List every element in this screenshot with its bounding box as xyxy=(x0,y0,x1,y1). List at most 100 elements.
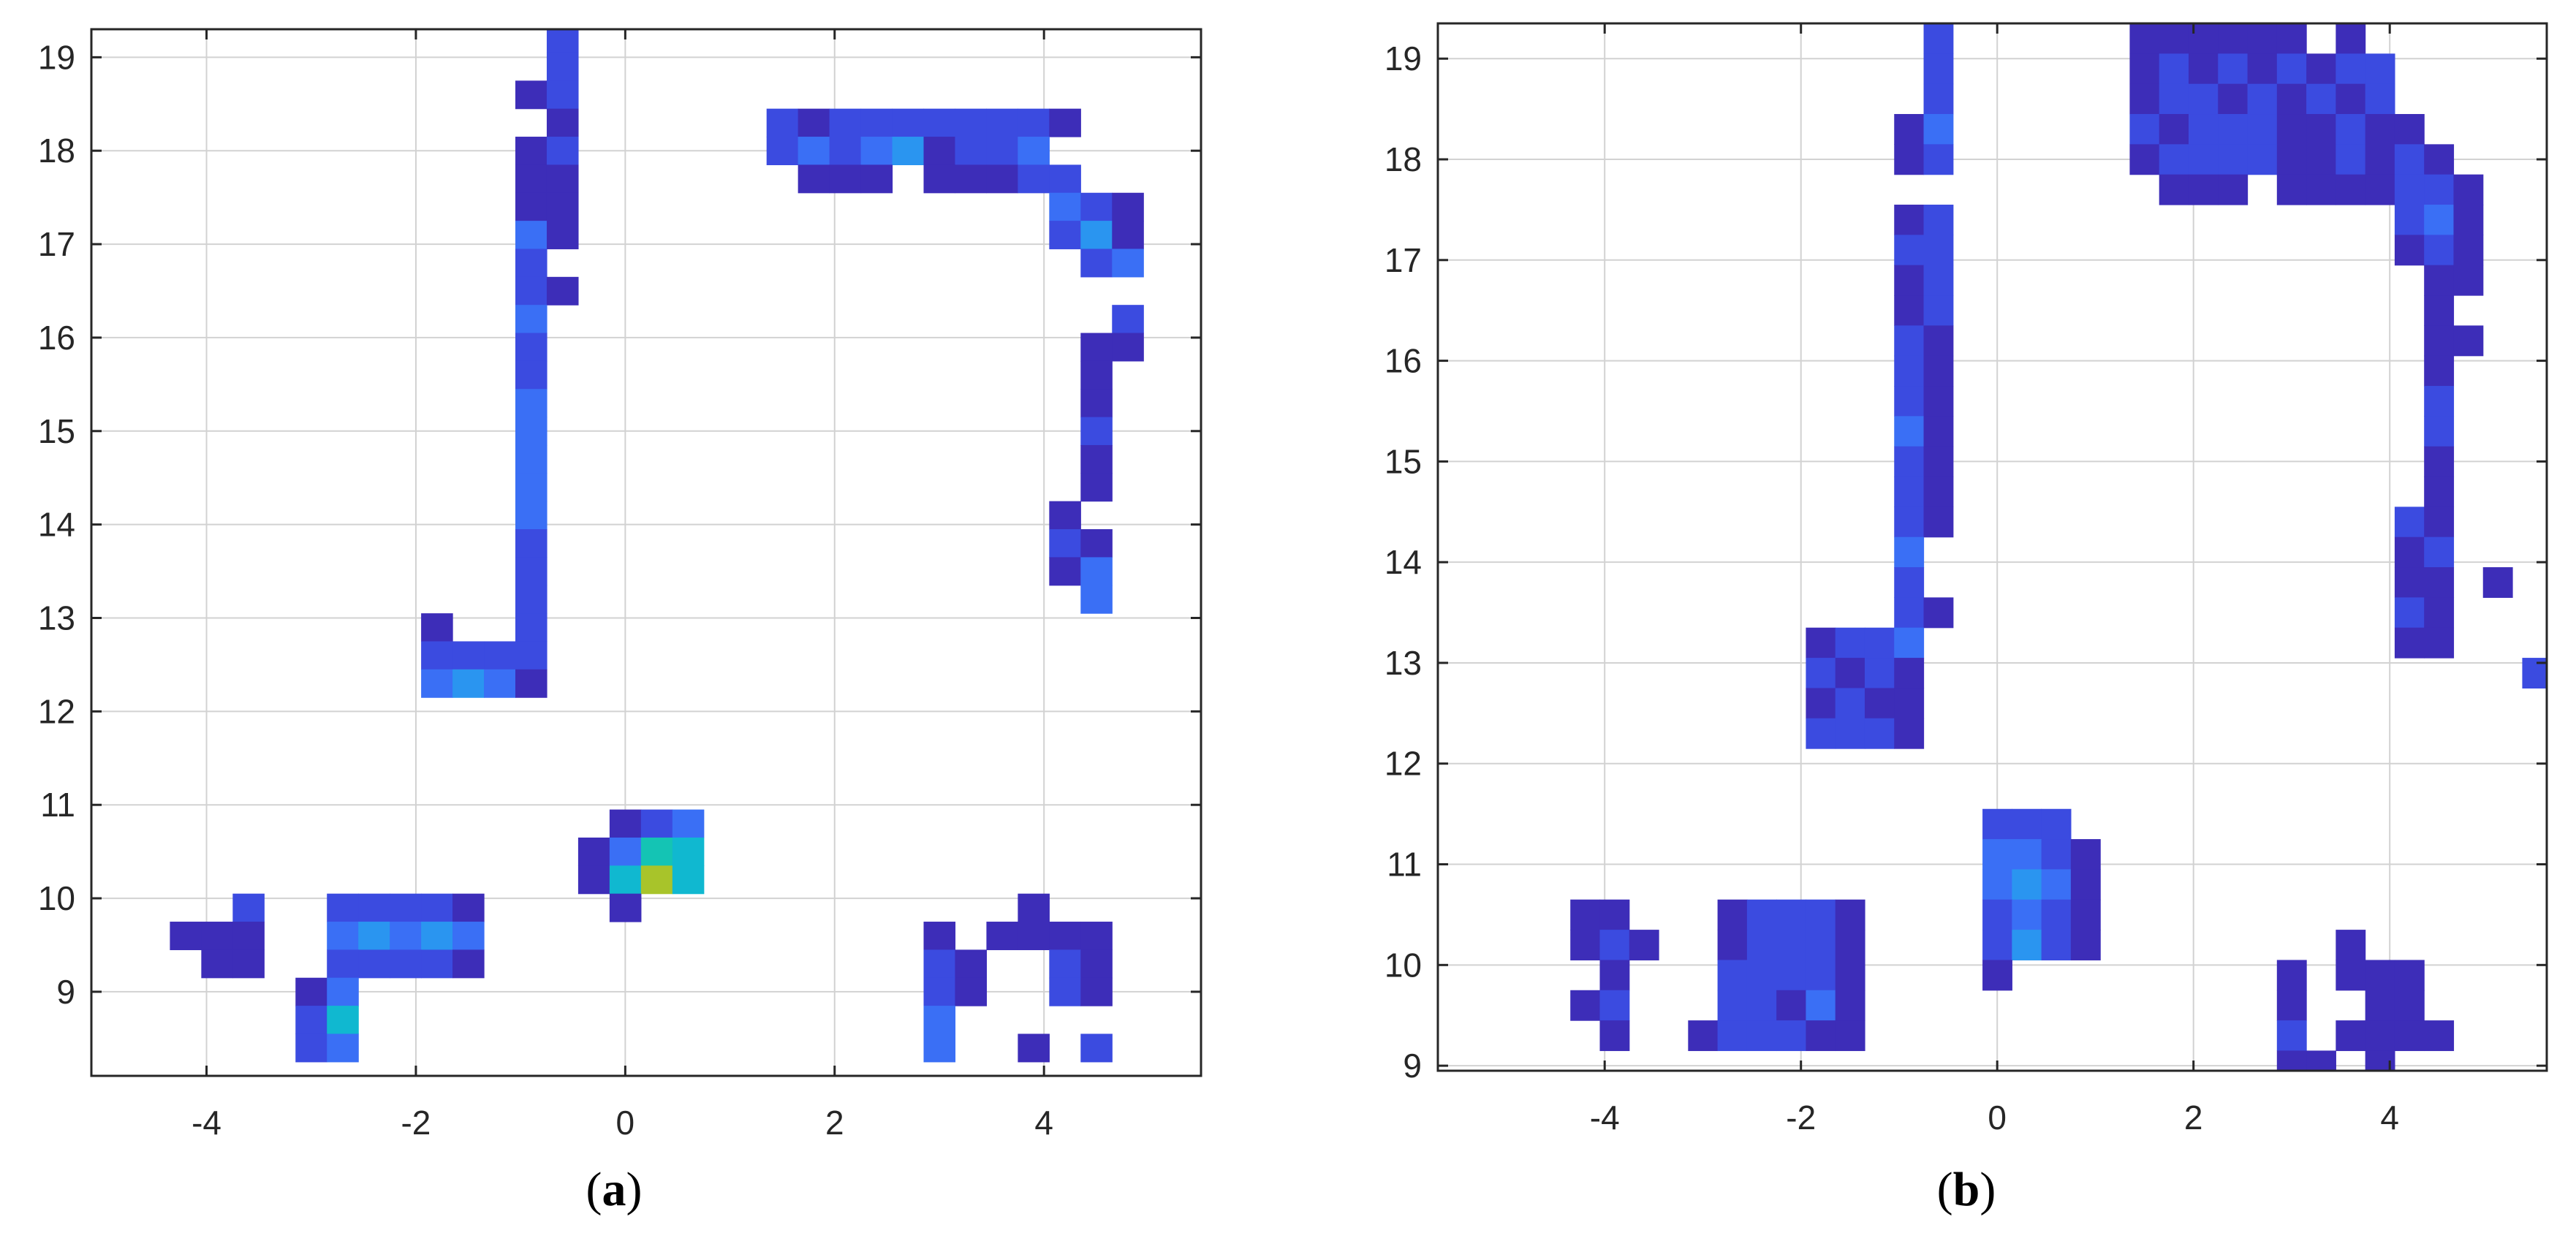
heatmap-cell xyxy=(1982,869,2012,900)
heatmap-cell xyxy=(515,80,548,110)
heatmap-cell xyxy=(1688,1020,1719,1052)
heatmap-cell xyxy=(1923,507,1954,538)
y-tick-label: 17 xyxy=(38,225,75,263)
heatmap-cell xyxy=(2041,808,2072,840)
heatmap-cell xyxy=(1629,930,1659,961)
heatmap-cell xyxy=(1923,597,1954,629)
heatmap-cell xyxy=(232,922,265,950)
y-tick-label: 16 xyxy=(38,319,75,357)
heatmap-cell xyxy=(546,108,579,137)
heatmap-cell xyxy=(515,585,548,614)
heatmap-cell xyxy=(1894,386,1925,417)
x-tick-label: 4 xyxy=(1034,1104,1053,1142)
heatmap-cell xyxy=(609,809,642,838)
heatmap-cell xyxy=(201,949,233,979)
panel-b: -4 -2 0 2 4 9 10 11 12 13 14 15 16 17 18 19 (b) xyxy=(1287,0,2576,1252)
heatmap-cell xyxy=(546,52,579,81)
heatmap-cell xyxy=(2424,325,2455,357)
heatmap-cell xyxy=(515,276,548,306)
heatmap-cell xyxy=(1923,355,1954,387)
heatmap-cell xyxy=(986,164,1018,194)
heatmap-cell xyxy=(2424,174,2455,205)
y-tick-label: 13 xyxy=(1384,644,1422,682)
heatmap-cell xyxy=(1923,265,1954,296)
heatmap-cell xyxy=(1894,567,1925,598)
heatmap-cell xyxy=(546,164,579,194)
heatmap-cell xyxy=(2306,144,2336,175)
x-tick-label: 4 xyxy=(2380,1099,2399,1137)
heatmap-cell xyxy=(515,417,548,446)
heatmap-cell xyxy=(1776,930,1807,961)
heatmap-cell xyxy=(1776,960,1807,991)
heatmap-cell xyxy=(798,137,830,165)
heatmap-cell xyxy=(1835,960,1865,991)
y-tick-label: 15 xyxy=(38,412,75,450)
heatmap-cell xyxy=(484,641,516,670)
heatmap-cell xyxy=(2336,930,2366,961)
heatmap-cell xyxy=(2336,1020,2366,1052)
cells-group xyxy=(1570,23,2547,1071)
heatmap-cell xyxy=(1835,658,1865,689)
heatmap-cell xyxy=(1894,718,1925,749)
heatmap-cell xyxy=(1599,899,1630,930)
heatmap-cell xyxy=(1599,930,1630,961)
heatmap-cell xyxy=(1080,192,1113,221)
heatmap-cell xyxy=(1776,899,1807,930)
heatmap-cell xyxy=(2276,114,2307,145)
heatmap-cell xyxy=(170,922,202,950)
heatmap-cell xyxy=(2424,144,2455,175)
heatmap-cell xyxy=(1923,477,1954,507)
heatmap-cell xyxy=(1864,688,1895,719)
heatmap-cell xyxy=(1982,930,2012,961)
heatmap-a: -4 -2 0 2 4 9 10 11 12 13 14 15 16 17 18 19 xyxy=(38,28,1202,1142)
heatmap-cell xyxy=(2365,114,2395,145)
heatmap-cell xyxy=(2306,53,2336,85)
heatmap-cell xyxy=(327,977,359,1006)
heatmap-cell xyxy=(1894,627,1925,659)
heatmap-cell xyxy=(546,80,579,110)
heatmap-cell xyxy=(860,108,893,137)
heatmap-cell xyxy=(2070,899,2101,930)
heatmap-cell xyxy=(1112,305,1144,334)
heatmap-cell xyxy=(452,893,485,922)
heatmap-cell xyxy=(892,108,925,137)
heatmap-cell xyxy=(860,164,893,194)
heatmap-cell xyxy=(1864,658,1895,689)
heatmap-cell xyxy=(2012,930,2042,961)
heatmap-cell xyxy=(1806,930,1836,961)
heatmap-cell xyxy=(2336,83,2366,115)
heatmap-cell xyxy=(923,137,956,165)
heatmap-cell xyxy=(640,865,673,895)
y-tick-label: 12 xyxy=(1384,745,1422,783)
heatmap-cell xyxy=(421,669,453,698)
heatmap-cell xyxy=(1746,1020,1777,1052)
heatmap-cell xyxy=(2041,899,2072,930)
heatmap-cell xyxy=(2424,597,2455,629)
heatmap-cell xyxy=(2365,144,2395,175)
x-tick-label: 2 xyxy=(2184,1099,2203,1137)
heatmap-cell xyxy=(421,893,453,922)
heatmap-cell xyxy=(327,922,359,950)
heatmap-cell xyxy=(515,473,548,502)
heatmap-cell xyxy=(1835,1020,1865,1052)
heatmap-cell xyxy=(2276,144,2307,175)
heatmap-cell xyxy=(640,809,673,838)
heatmap-cell xyxy=(2129,83,2160,115)
heatmap-cell xyxy=(2218,174,2249,205)
heatmap-cell xyxy=(2218,114,2249,145)
heatmap-cell xyxy=(2424,1020,2455,1052)
heatmap-cell xyxy=(2394,960,2425,991)
cells-group xyxy=(170,29,1144,1063)
heatmap-cell xyxy=(986,922,1018,950)
heatmap-cell xyxy=(1080,922,1113,950)
heatmap-cell xyxy=(577,865,610,895)
y-tick-label: 15 xyxy=(1384,442,1422,480)
heatmap-cell xyxy=(1864,718,1895,749)
heatmap-cell xyxy=(2394,235,2425,266)
heatmap-cell xyxy=(2159,114,2189,145)
heatmap-cell xyxy=(1923,446,1954,477)
heatmap-cell xyxy=(1018,922,1050,950)
caption-a: (a) xyxy=(586,1163,643,1216)
heatmap-cell xyxy=(1835,930,1865,961)
heatmap-cell xyxy=(1894,507,1925,538)
